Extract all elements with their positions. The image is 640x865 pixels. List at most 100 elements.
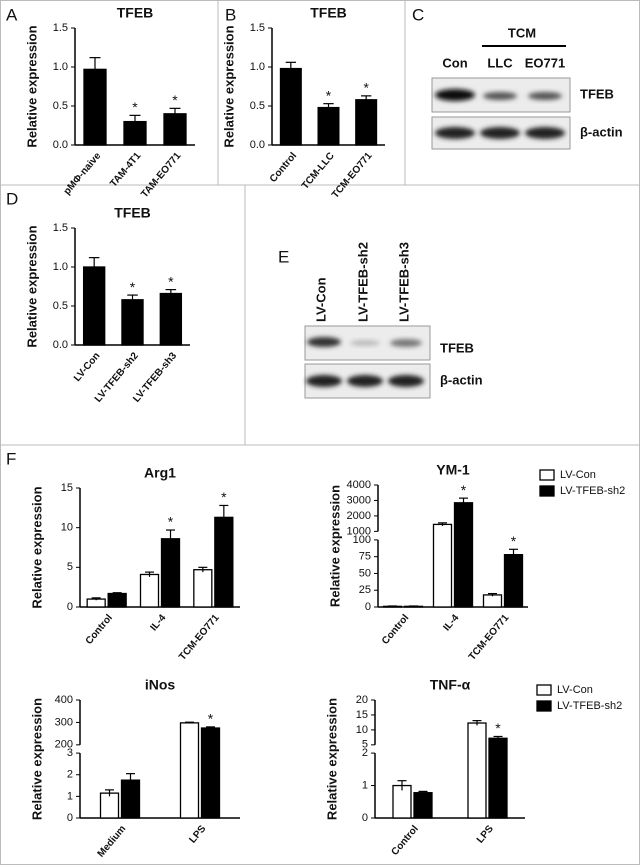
y-tick-label: 0.0 (53, 139, 68, 151)
legend-swatch (536, 684, 552, 696)
y-tick-label: 0 (67, 601, 73, 613)
lane-label: LV-Con (313, 277, 328, 322)
y-tick-label: 1000 (347, 525, 371, 537)
band (483, 92, 517, 100)
y-axis-label: Relative expression (29, 698, 44, 820)
chart-title: TNF-α (430, 677, 471, 693)
y-axis-label: Relative expression (221, 25, 236, 147)
significance: * (168, 273, 174, 289)
lane-label: LLC (487, 55, 513, 70)
significance: * (221, 489, 227, 505)
band (307, 337, 341, 347)
significance: * (130, 279, 136, 295)
significance: * (363, 80, 369, 96)
x-tick-label: TCM-EO771 (330, 150, 375, 200)
band (350, 340, 380, 346)
y-tick-label: 100 (353, 534, 371, 546)
y-axis-label: Relative expression (24, 25, 39, 147)
y-tick-label: 300 (55, 716, 73, 728)
chart-title: TFEB (117, 5, 154, 21)
bar (160, 538, 181, 608)
significance: * (208, 711, 214, 727)
bar (279, 67, 302, 146)
band (528, 92, 562, 100)
y-axis-label: Relative expression (327, 485, 342, 607)
significance: * (495, 720, 501, 736)
legend-label: LV-Con (560, 469, 596, 481)
y-tick-label: 0 (362, 812, 368, 824)
lane-label: LV-TFEB-sh2 (355, 242, 370, 322)
y-tick-label: 0.5 (250, 100, 265, 112)
y-axis-label: Relative expression (324, 698, 339, 820)
y-tick-label: 0.0 (53, 339, 68, 351)
bar (488, 737, 508, 819)
bar (355, 99, 378, 146)
legend-swatch (536, 700, 552, 712)
group-label: TCM (508, 25, 536, 40)
bar (107, 592, 127, 608)
band (306, 375, 342, 387)
x-tick-label: TCM-EO771 (177, 612, 222, 662)
significance: * (132, 99, 138, 115)
y-tick-label: 25 (359, 584, 371, 596)
y-tick-label: 1.0 (53, 61, 68, 73)
chart-title: TFEB (114, 205, 151, 221)
y-tick-label: 4000 (347, 479, 371, 491)
bar (121, 299, 144, 346)
blot-e: LV-Con LV-TFEB-sh2 LV-TFEB-sh3 TFEB β-ac… (304, 242, 483, 399)
chart-title: TFEB (310, 5, 347, 21)
bar (200, 727, 221, 819)
y-tick-label: 400 (55, 694, 73, 706)
bar (179, 722, 200, 819)
x-tick-label: pMΦ-naive (62, 150, 104, 197)
y-tick-label: 1.5 (53, 22, 68, 34)
y-tick-label: 10 (61, 522, 73, 534)
significance: * (461, 482, 467, 498)
bar (413, 792, 433, 819)
y-tick-label: 1 (362, 779, 368, 791)
legend-label: LV-TFEB-sh2 (560, 485, 625, 497)
x-tick-label: TAM-4T1 (108, 150, 143, 189)
y-tick-label: 0 (67, 812, 73, 824)
y-tick-label: 15 (356, 709, 368, 721)
legend-label: LV-Con (557, 684, 593, 696)
bar (432, 523, 453, 608)
y-axis-label: Relative expression (24, 225, 39, 347)
y-tick-label: 1 (67, 790, 73, 802)
band-label: β-actin (580, 124, 623, 139)
blot-c: TCM Con LLC EO771 TFEB β-actin (431, 25, 623, 150)
band (480, 127, 520, 139)
legend-swatch (539, 485, 555, 497)
significance: * (326, 87, 332, 103)
bar (159, 292, 183, 346)
panel-label: D (6, 189, 18, 208)
bar (453, 502, 474, 608)
band (525, 127, 565, 139)
x-tick-label: TAM-EO771 (139, 150, 183, 200)
band-label: β-actin (440, 372, 483, 387)
significance: * (172, 92, 178, 108)
y-tick-label: 0.5 (53, 100, 68, 112)
x-tick-label: Control (84, 612, 115, 646)
y-tick-label: 1.0 (53, 261, 68, 273)
y-tick-label: 1.0 (250, 61, 265, 73)
band (435, 89, 475, 101)
x-tick-label: Control (390, 823, 421, 857)
bar (99, 792, 120, 819)
lane-label: LV-TFEB-sh3 (396, 242, 411, 322)
x-tick-label: Control (268, 150, 299, 184)
bar (139, 573, 160, 608)
y-tick-label: 3 (67, 747, 73, 759)
bar (82, 266, 106, 346)
y-tick-label: 20 (356, 694, 368, 706)
band-label: TFEB (440, 340, 474, 355)
x-tick-label: LV-Con (72, 351, 102, 384)
band-label: TFEB (580, 86, 614, 101)
y-tick-label: 1.5 (250, 22, 265, 34)
y-tick-label: 2 (67, 769, 73, 781)
y-axis-label: Relative expression (29, 486, 44, 608)
panel-label: F (6, 449, 16, 468)
band (347, 375, 383, 387)
y-tick-label: 2 (362, 747, 368, 759)
